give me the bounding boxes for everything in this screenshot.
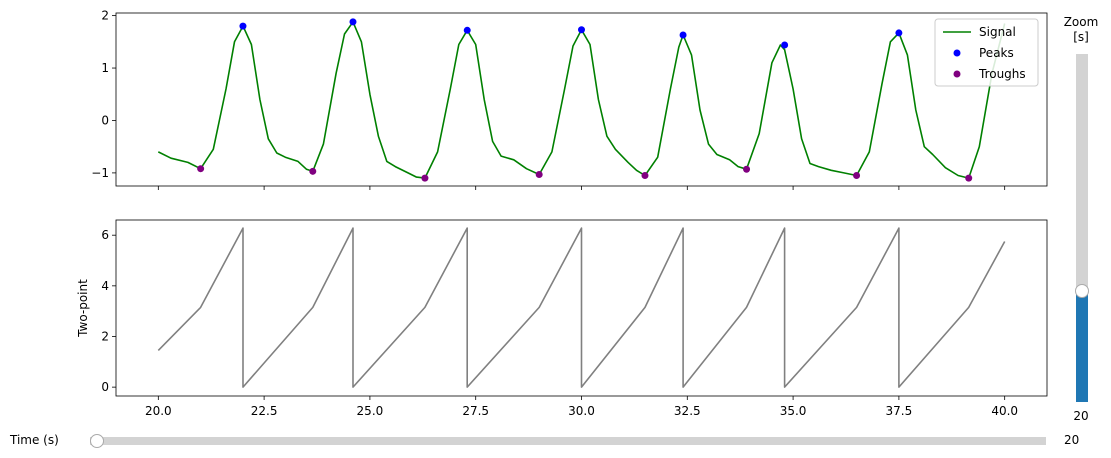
x-tick-label: 27.5 <box>462 404 489 418</box>
axes-frame <box>115 12 1048 187</box>
x-tick-label: 37.5 <box>886 404 913 418</box>
y-tick-label: 2 <box>101 9 109 23</box>
trough-marker <box>965 174 973 182</box>
trough-marker <box>197 165 205 173</box>
trough-marker <box>309 167 317 175</box>
two-point-axes: 0 2 4 6 20.0 22.5 25.0 27.5 30.0 32.5 35.0 37.5 40.0… <box>76 219 1048 418</box>
legend-swatch-marker <box>953 49 961 57</box>
x-tick-label: 20.0 <box>145 404 172 418</box>
peak-marker <box>679 31 687 39</box>
y-axis-label: Two-point <box>76 279 90 338</box>
trough-marker <box>743 165 751 173</box>
x-tick-label: 25.0 <box>357 404 384 418</box>
time-slider-track[interactable] <box>90 437 1046 445</box>
y-tick-label: −1 <box>91 166 109 180</box>
x-tick-label: 32.5 <box>674 404 701 418</box>
series-line-signal <box>157 21 1006 179</box>
peak-marker <box>463 26 471 34</box>
y-tick-label: 0 <box>101 380 109 394</box>
peak-marker <box>239 22 247 30</box>
legend-entry-troughs: Troughs <box>978 67 1026 81</box>
x-tick-label: 35.0 <box>780 404 807 418</box>
peak-marker <box>349 18 357 26</box>
trough-marker <box>853 172 861 180</box>
peak-marker <box>578 26 585 34</box>
legend-swatch-marker <box>953 70 961 78</box>
y-tick-label: 0 <box>101 113 109 127</box>
zoom-slider-value: 20 <box>1073 409 1089 423</box>
y-tick-label: 1 <box>101 61 109 75</box>
signal-axes: −1 0 1 2 Signal Peaks Troughs <box>91 9 1048 190</box>
series-line-two-point <box>157 227 1006 388</box>
x-tick-label: 22.5 <box>251 404 278 418</box>
time-slider-handle[interactable] <box>90 434 104 448</box>
zoom-slider-label: Zoom [s] <box>1063 15 1099 44</box>
legend-box <box>934 18 1039 87</box>
trough-marker <box>641 172 649 180</box>
legend-entry-peaks: Peaks <box>979 46 1014 60</box>
time-slider-label: Time (s) <box>10 433 59 447</box>
zoom-slider-handle[interactable] <box>1075 283 1089 298</box>
peak-marker <box>895 29 903 37</box>
trough-marker <box>421 174 429 182</box>
time-slider-value: 20 <box>1064 433 1080 447</box>
x-tick-label: 30.0 <box>568 404 595 418</box>
y-tick-label: 6 <box>101 228 109 242</box>
x-tick-label: 40.0 <box>991 404 1018 418</box>
y-tick-label: 4 <box>101 279 109 293</box>
trough-marker <box>535 170 543 178</box>
zoom-slider-fill <box>1076 290 1088 402</box>
y-tick-label: 2 <box>101 329 109 343</box>
peak-marker <box>781 41 789 49</box>
legend-entry-signal: Signal <box>979 25 1016 39</box>
